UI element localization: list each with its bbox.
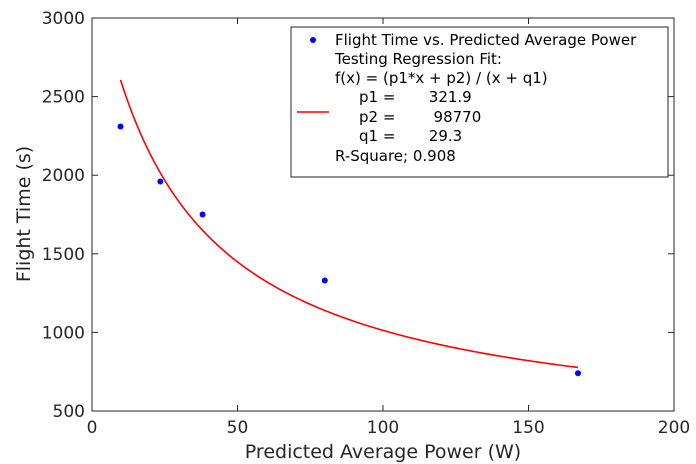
x-tick-label: 0 — [87, 418, 98, 438]
regression-fit-line — [119, 79, 579, 369]
y-tick-label: 1500 — [42, 245, 85, 265]
y-tick-label: 1000 — [42, 323, 85, 343]
legend-entry-5: q1 = 29.3 — [359, 127, 462, 145]
y-tick-label: 3000 — [42, 9, 85, 29]
data-point — [117, 123, 124, 130]
y-tick-label: 500 — [53, 402, 85, 422]
y-axis-ticks: 500 1000 1500 2000 2500 3000 — [42, 9, 674, 422]
data-point — [157, 178, 164, 185]
data-point — [321, 277, 328, 284]
legend-marker-points — [310, 37, 316, 43]
data-point — [574, 370, 581, 377]
data-point — [199, 211, 206, 218]
x-tick-label: 150 — [512, 418, 544, 438]
legend-entry-2: f(x) = (p1*x + p2) / (x + q1) — [335, 69, 548, 87]
y-tick-label: 2000 — [42, 166, 85, 186]
legend-entry-1: Testing Regression Fit: — [334, 50, 502, 68]
x-tick-label: 100 — [367, 418, 399, 438]
legend-box — [290, 26, 669, 178]
points-layer — [117, 123, 581, 377]
y-tick-label: 2500 — [42, 88, 85, 108]
legend-entry-3: p1 = 321.9 — [359, 88, 472, 106]
x-tick-label: 50 — [227, 418, 249, 438]
x-axis-title: Predicted Average Power (W) — [245, 441, 521, 463]
fit-layer — [119, 79, 579, 369]
legend: Flight Time vs. Predicted Average Power … — [290, 26, 669, 178]
y-axis-title: Flight Time (s) — [13, 146, 35, 282]
legend-entry-6: R-Square; 0.908 — [335, 147, 456, 165]
legend-entry-0: Flight Time vs. Predicted Average Power — [335, 31, 637, 49]
x-tick-label: 200 — [658, 418, 690, 438]
x-axis-ticks: 0 50 100 150 200 — [87, 18, 690, 438]
legend-entry-4: p2 = 98770 — [359, 108, 481, 126]
